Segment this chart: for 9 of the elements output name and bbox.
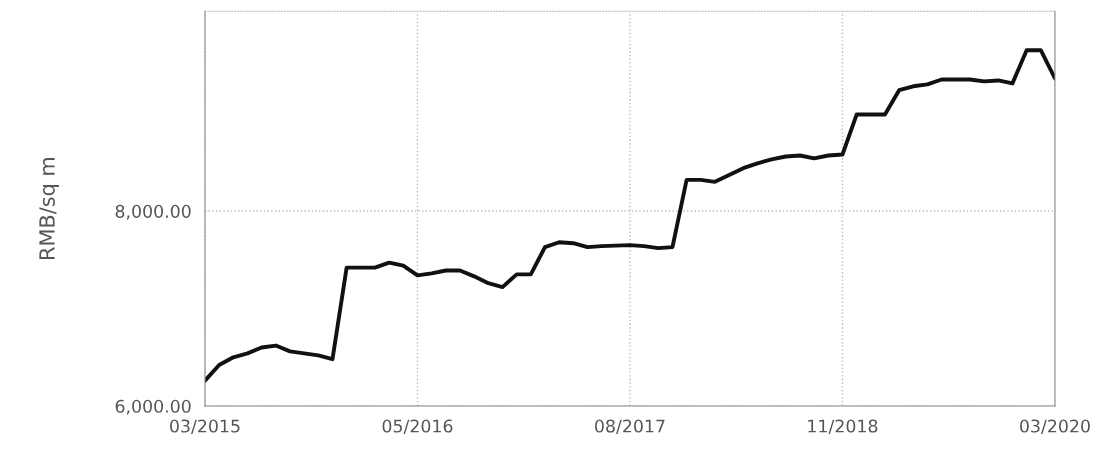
y-axis-title: RMB/sq m — [39, 158, 59, 259]
x-tick-label: 08/2017 — [595, 419, 665, 434]
line-series — [204, 48, 1055, 383]
x-tick-label: 03/2015 — [170, 419, 240, 434]
y-tick-label: 6,000.00 — [115, 399, 191, 415]
x-tick-label: 03/2020 — [1020, 419, 1090, 434]
y-tick-label: 8,000.00 — [115, 204, 191, 220]
x-tick-label: 11/2018 — [808, 419, 878, 434]
x-tick-label: 05/2016 — [382, 419, 453, 434]
